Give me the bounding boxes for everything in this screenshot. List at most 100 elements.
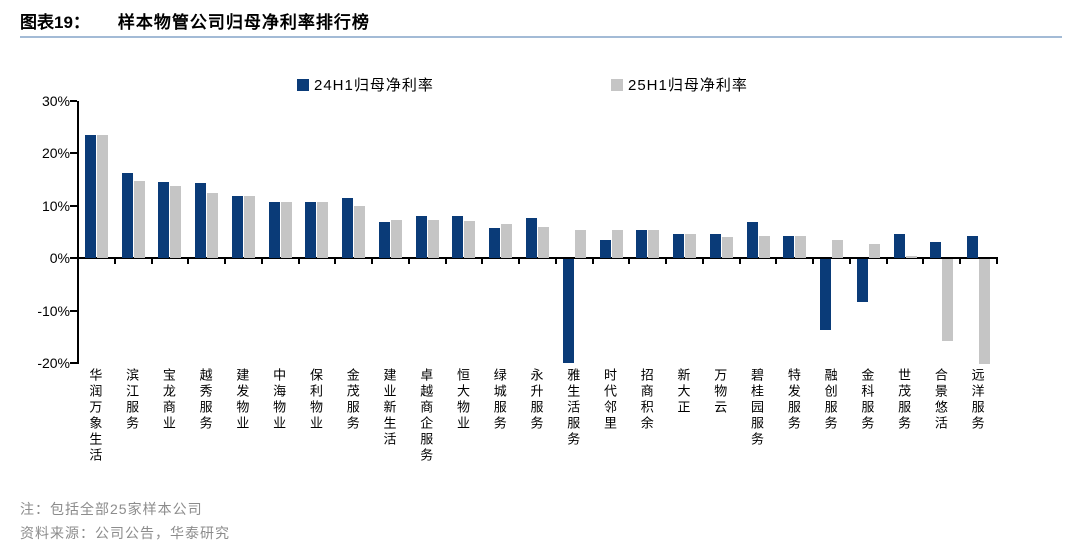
y-axis-tick-label: -10% xyxy=(37,302,70,319)
bar-24h1-1 xyxy=(121,172,133,258)
bar-24h1-6 xyxy=(305,201,317,258)
x-axis-category-label: 卓越商企服务 xyxy=(418,368,434,464)
y-axis-line xyxy=(77,100,79,364)
bar-24h1-11 xyxy=(489,228,501,258)
x-axis-tick xyxy=(996,259,998,264)
bar-24h1-21 xyxy=(856,259,868,303)
x-axis-tick xyxy=(775,259,778,264)
x-axis-tick xyxy=(848,259,851,264)
bar-24h1-20 xyxy=(820,259,832,331)
title-underline-divider xyxy=(20,36,1062,38)
bar-25h1-6 xyxy=(317,201,329,258)
bar-24h1-10 xyxy=(452,216,464,258)
bar-24h1-9 xyxy=(415,216,427,258)
x-axis-category-label: 滨江服务 xyxy=(124,368,140,432)
x-axis-category-label: 金科服务 xyxy=(859,368,875,432)
x-axis-category-label: 中海物业 xyxy=(271,368,287,432)
figure-title: 图表19： 样本物管公司归母净利率排行榜 xyxy=(20,8,1062,33)
bar-24h1-8 xyxy=(378,221,390,258)
legend-swatch-25h1-icon xyxy=(611,78,623,91)
bar-24h1-3 xyxy=(195,183,207,258)
y-axis-tick xyxy=(70,257,77,259)
figure-number-label: 图表19： xyxy=(20,13,90,32)
y-axis-tick-label: -20% xyxy=(37,355,70,371)
x-axis-category-label: 碧桂园服务 xyxy=(749,368,765,448)
bar-24h1-18 xyxy=(746,221,758,258)
x-axis-tick xyxy=(260,259,263,264)
legend-item-25h1: 25H1归母净利率 xyxy=(611,74,748,95)
x-axis-category-label: 雅生活服务 xyxy=(565,368,581,448)
bar-24h1-0 xyxy=(84,134,96,258)
legend-swatch-24h1-icon xyxy=(297,78,309,91)
bar-24h1-22 xyxy=(893,234,905,258)
bar-25h1-21 xyxy=(868,244,880,258)
bar-25h1-22 xyxy=(905,256,917,258)
bar-25h1-18 xyxy=(758,235,770,258)
bar-25h1-14 xyxy=(611,230,623,258)
x-axis-category-label: 宝龙商业 xyxy=(160,368,176,432)
bar-25h1-13 xyxy=(574,230,586,258)
bar-24h1-16 xyxy=(673,234,685,258)
x-axis-category-label: 恒大物业 xyxy=(454,368,470,432)
x-axis-tick xyxy=(297,259,300,264)
legend-label-25h1: 25H1归母净利率 xyxy=(628,77,748,94)
bar-25h1-1 xyxy=(133,181,145,258)
bar-25h1-24 xyxy=(979,259,991,364)
x-axis-category-label: 合景悠活 xyxy=(932,368,948,432)
x-axis-tick xyxy=(113,259,116,264)
x-axis-line xyxy=(77,257,998,259)
y-axis-tick-label: 10% xyxy=(41,197,70,214)
x-axis-tick xyxy=(518,259,521,264)
x-axis-category-label: 金茂服务 xyxy=(344,368,360,432)
y-axis-tick xyxy=(70,309,77,312)
page-title: 样本物管公司归母净利率排行榜 xyxy=(117,13,370,32)
x-axis-tick xyxy=(591,259,594,264)
x-axis-category-label: 新大正 xyxy=(675,368,691,416)
legend-item-24h1: 24H1归母净利率 xyxy=(297,74,434,95)
bar-24h1-2 xyxy=(158,181,170,258)
x-axis-tick xyxy=(959,259,962,264)
bar-25h1-7 xyxy=(354,206,366,258)
bar-25h1-20 xyxy=(832,240,844,258)
bar-25h1-15 xyxy=(648,230,660,258)
bar-24h1-12 xyxy=(526,218,537,258)
bar-25h1-16 xyxy=(685,234,697,258)
bar-25h1-9 xyxy=(427,219,439,258)
x-axis-category-label: 融创服务 xyxy=(822,368,838,432)
x-axis-category-label: 招商积余 xyxy=(638,368,654,432)
x-axis-tick xyxy=(665,259,668,264)
x-axis-category-label: 建业新生活 xyxy=(381,368,397,448)
y-axis-tick xyxy=(70,362,77,364)
x-axis-tick xyxy=(371,259,374,264)
bar-24h1-4 xyxy=(231,195,243,258)
bar-24h1-24 xyxy=(967,235,979,258)
x-axis-tick xyxy=(481,259,484,264)
y-axis-tick xyxy=(70,204,77,207)
x-axis-tick xyxy=(407,259,410,264)
bar-25h1-10 xyxy=(464,221,476,258)
bar-24h1-19 xyxy=(783,235,795,258)
x-axis-tick xyxy=(187,259,190,264)
bar-25h1-0 xyxy=(96,134,108,258)
bar-24h1-13 xyxy=(562,259,574,363)
bar-24h1-5 xyxy=(268,201,280,258)
bar-25h1-19 xyxy=(795,235,807,258)
bar-24h1-23 xyxy=(930,242,942,258)
bar-25h1-12 xyxy=(538,226,549,258)
x-axis-category-label: 保利物业 xyxy=(307,368,323,432)
chart-footnote: 注：包括全部25家样本公司 xyxy=(20,501,203,517)
x-axis-category-label: 特发服务 xyxy=(785,368,801,432)
x-axis-tick xyxy=(554,259,557,264)
bar-25h1-8 xyxy=(390,219,402,258)
y-axis-tick-label: 0% xyxy=(49,250,70,266)
bar-25h1-4 xyxy=(243,195,255,258)
bar-24h1-15 xyxy=(636,230,648,258)
y-axis-tick xyxy=(70,152,77,154)
bar-24h1-14 xyxy=(599,240,611,258)
bar-24h1-17 xyxy=(709,234,721,258)
x-axis-tick xyxy=(738,259,741,264)
x-axis-category-label: 世茂服务 xyxy=(896,368,912,432)
x-axis-category-label: 永升服务 xyxy=(528,368,544,432)
bar-25h1-2 xyxy=(170,185,182,258)
x-axis-category-label: 远洋服务 xyxy=(969,368,985,432)
